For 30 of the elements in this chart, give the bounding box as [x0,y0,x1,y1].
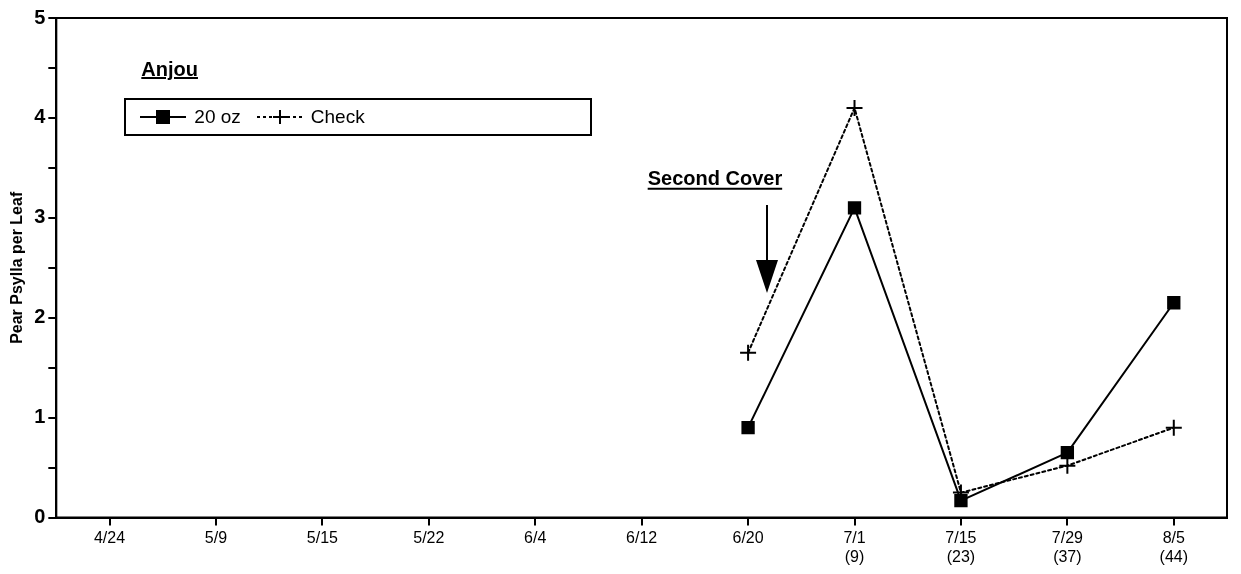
y-tick-label: 0 [34,505,46,528]
point [954,493,968,508]
y-axis-title: Pear Psylla per Leaf [8,191,26,344]
point [1164,418,1183,437]
x-tick-label: 6/12 [626,528,658,546]
y-tick-label: 2 [34,305,46,328]
x-tick-label: 5/9 [204,528,228,546]
x-tick-label: 6/4 [524,528,547,546]
x-tick-label: 6/20 [732,528,764,546]
y-tick-label: 4 [34,105,47,128]
point [741,421,755,435]
y-tick-label: 3 [34,205,46,228]
point [739,343,758,362]
x-tick-label: 5/22 [413,528,445,546]
annotation: Second Cover [647,166,783,189]
point [845,98,864,117]
x-tick-label: 5/15 [306,528,339,546]
legend-title: Anjou [141,58,198,81]
x-tick-label: 7/29 (37) [1051,528,1084,565]
point [1167,296,1181,310]
x-tick-label: 7/1 (9) [843,528,866,565]
legend-label: 20 oz [194,106,241,128]
point [1060,446,1075,460]
y-tick-label: 5 [34,5,46,28]
point [847,201,862,215]
x-tick-label: 7/15 (23) [945,528,977,565]
x-tick-label: 4/24 [93,528,126,546]
y-tick-label: 1 [34,405,46,428]
x-tick-label: 8/5 (44) [1159,528,1189,565]
legend-label: Check [310,106,365,128]
